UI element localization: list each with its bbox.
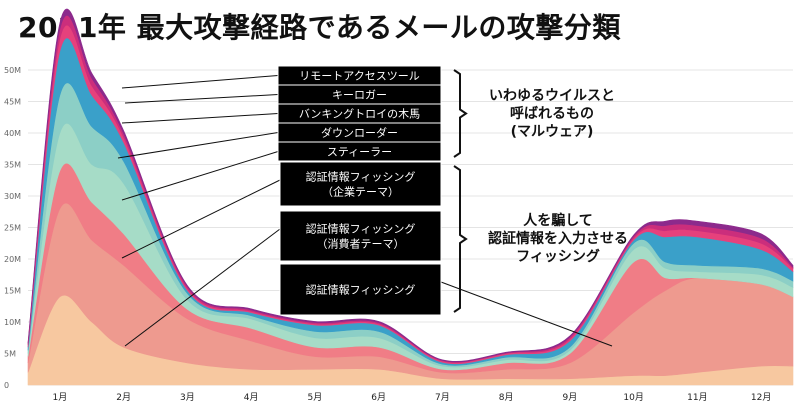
group-label: いわゆるウイルスと <box>489 88 615 104</box>
y-tick-label: 10M <box>4 318 21 327</box>
y-tick-label: 50M <box>4 66 21 75</box>
series-label-text: 認証情報フィッシング <box>306 170 416 184</box>
group-label: 人を騙して <box>523 212 593 229</box>
group-bracket <box>453 69 468 158</box>
x-tick-label: 9月 <box>563 392 578 403</box>
x-tick-label: 8月 <box>499 392 514 403</box>
group-label: (マルウェア) <box>511 124 594 140</box>
y-tick-label: 20M <box>4 255 21 264</box>
series-label-box <box>279 263 442 316</box>
series-label-text: キーロガー <box>332 89 387 102</box>
x-tick-label: 10月 <box>623 392 643 403</box>
series-label-text: スティーラー <box>327 146 392 159</box>
x-tick-label: 12月 <box>751 392 771 403</box>
label-leader-line <box>121 151 279 201</box>
y-tick-label: 25M <box>4 224 21 233</box>
label-leader-line <box>121 75 279 89</box>
label-leader-line <box>440 281 613 347</box>
group-label: フィッシング <box>516 248 600 265</box>
x-tick-label: 1月 <box>53 392 68 403</box>
y-tick-label: 30M <box>4 192 21 201</box>
label-leader-line <box>117 132 279 159</box>
series-label-box <box>277 141 442 162</box>
y-tick-label: 45M <box>4 98 21 107</box>
label-leader-line <box>124 228 281 347</box>
y-tick-label: 15M <box>4 287 21 296</box>
y-tick-label: 5M <box>4 350 16 359</box>
x-tick-label: 2月 <box>116 392 131 403</box>
y-tick-label: 0 <box>4 381 9 390</box>
x-tick-label: 3月 <box>180 392 195 403</box>
label-leader-line <box>121 113 279 124</box>
x-tick-label: 11月 <box>687 392 707 403</box>
series-label-text: （企業テーマ） <box>322 185 399 199</box>
series-label-text: リモートアクセスツール <box>299 70 419 83</box>
series-area-8 <box>27 8 794 363</box>
series-label-text: バンキングトロイの木馬 <box>299 107 420 121</box>
group-bracket <box>453 165 468 313</box>
series-label-box <box>279 161 442 207</box>
group-label: 認証情報を入力させる <box>488 230 628 247</box>
x-tick-label: 6月 <box>371 392 386 403</box>
series-label-text: 認証情報フィッシング <box>306 222 416 236</box>
x-tick-label: 5月 <box>308 392 323 403</box>
label-leader-line <box>124 94 279 104</box>
series-label-text: （消費者テーマ） <box>317 237 405 251</box>
y-tick-label: 35M <box>4 161 21 170</box>
chart-title: 2021年 最大攻撃経路であるメールの攻撃分類 <box>18 11 621 44</box>
x-tick-label: 4月 <box>244 392 259 403</box>
group-label: 呼ばれるもの <box>510 105 594 122</box>
y-tick-label: 40M <box>4 129 21 138</box>
series-label-text: ダウンローダー <box>321 126 398 140</box>
label-leader-line <box>121 179 281 259</box>
series-label-box <box>279 210 442 262</box>
x-tick-label: 7月 <box>435 392 450 403</box>
series-label-text: 認証情報フィッシング <box>306 283 416 297</box>
